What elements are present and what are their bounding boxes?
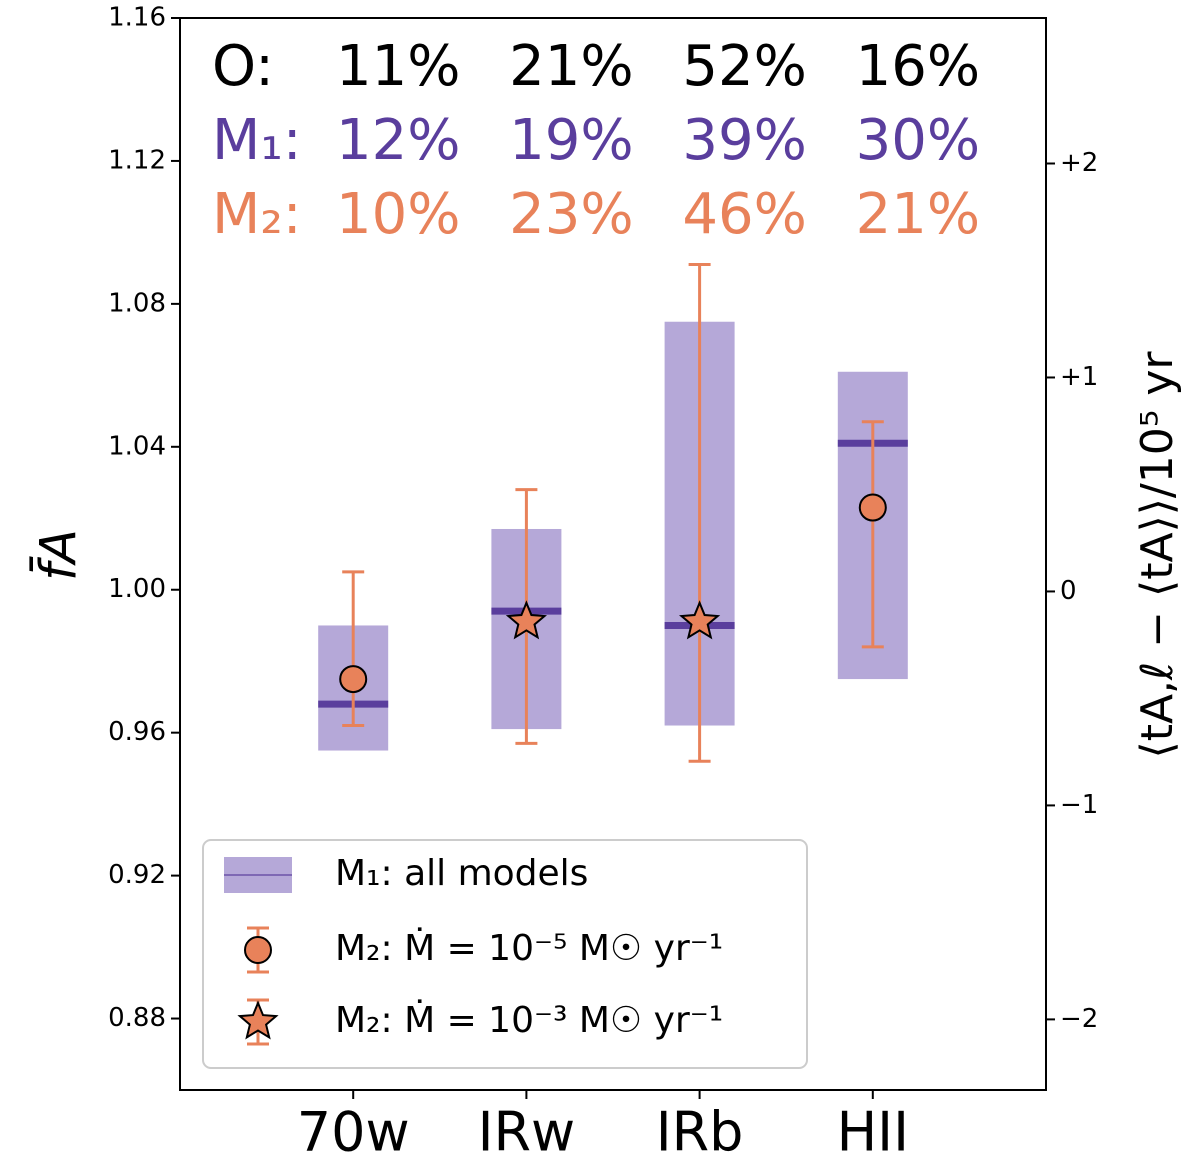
y-tick-label: 0.88: [108, 1003, 166, 1033]
annotation-value: 10%: [336, 182, 460, 247]
y2-tick-label: −2: [1060, 1004, 1098, 1034]
annotation-label: O:: [212, 34, 274, 99]
annotation-label: M₁:: [212, 108, 302, 173]
y-axis-label: f̄A: [28, 529, 87, 581]
y-tick-label: 1.00: [108, 574, 166, 604]
x-tick-label: HII: [837, 1101, 909, 1164]
legend-label: M₁: all models: [335, 853, 588, 894]
annotation-label: M₂:: [212, 182, 302, 247]
legend-box: [202, 839, 808, 1069]
y-tick-label: 1.16: [108, 3, 166, 33]
annotation-value: 30%: [856, 108, 980, 173]
legend-marker: [237, 1000, 279, 1040]
annotation-value: 11%: [336, 34, 460, 99]
x-tick-label: 70w: [297, 1101, 410, 1164]
annotation-value: 23%: [509, 182, 633, 247]
y2-tick-label: +2: [1060, 148, 1098, 178]
annotation-value: 52%: [682, 34, 806, 99]
annotation-value: 12%: [336, 108, 460, 173]
circle-marker: [339, 665, 368, 694]
annotation-value: 16%: [856, 34, 980, 99]
y2-axis-label: ⟨tA,ℓ − ⟨tA⟩⟩/10⁵ yr: [1132, 351, 1183, 759]
legend-label: M₂: Ṁ = 10⁻⁵ M☉ yr⁻¹: [335, 927, 723, 969]
annotation-value: 46%: [682, 182, 806, 247]
y-tick-label: 1.04: [108, 431, 166, 461]
legend-marker: [244, 936, 272, 964]
annotation-value: 19%: [509, 108, 633, 173]
y-tick-label: 0.92: [108, 860, 166, 890]
legend-label: M₂: Ṁ = 10⁻³ M☉ yr⁻¹: [335, 999, 723, 1041]
y-tick-label: 1.08: [108, 288, 166, 318]
plot-frame: [179, 17, 1047, 1091]
annotation-value: 39%: [682, 108, 806, 173]
annotation-value: 21%: [856, 182, 980, 247]
y2-tick-label: 0: [1060, 576, 1077, 606]
y2-tick-label: +1: [1060, 362, 1098, 392]
star-marker: [505, 600, 547, 640]
annotation-value: 21%: [509, 34, 633, 99]
x-tick-label: IRw: [478, 1101, 576, 1164]
star-marker: [679, 600, 721, 640]
y-tick-label: 1.12: [108, 145, 166, 175]
y2-tick-label: −1: [1060, 790, 1098, 820]
circle-marker: [858, 493, 887, 522]
x-tick-label: IRb: [656, 1101, 744, 1164]
y-tick-label: 0.96: [108, 717, 166, 747]
